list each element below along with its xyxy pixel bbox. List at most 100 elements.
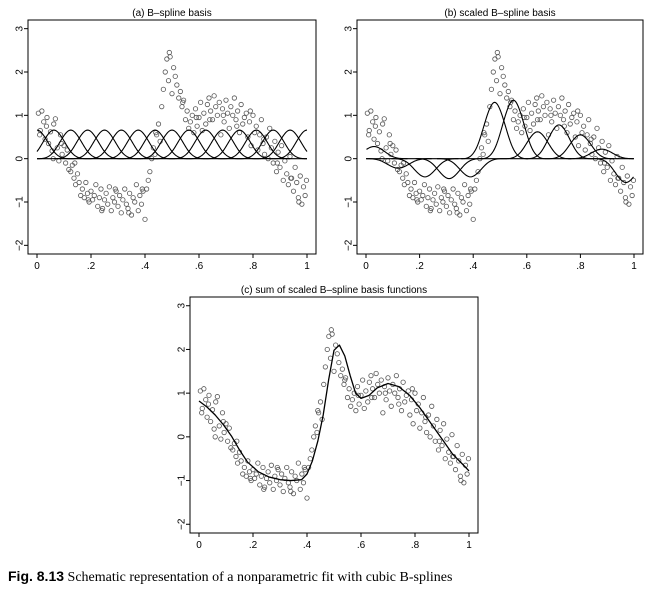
data-point: [555, 104, 562, 110]
data-point: [329, 331, 335, 337]
data-point: [371, 136, 377, 142]
data-point: [199, 410, 205, 416]
data-point: [542, 112, 548, 118]
data-point: [292, 164, 298, 170]
panel-a-bspline-basis: (a) B–spline basis 0 .2 .4 .6 .8 1 −2 −1 0 1 2 3: [15, 8, 317, 272]
data-point: [369, 394, 375, 401]
data-point: [297, 173, 303, 179]
data-point: [430, 423, 436, 429]
data-point: [37, 132, 43, 138]
data-point: [475, 169, 481, 175]
data-point: [218, 132, 224, 138]
data-point: [441, 421, 447, 427]
data-point: [123, 201, 129, 207]
data-point: [612, 182, 619, 188]
data-point: [619, 164, 625, 170]
data-point: [155, 121, 162, 127]
data-point: [312, 423, 318, 429]
data-point: [437, 208, 443, 214]
data-point: [344, 394, 351, 401]
data-point: [297, 486, 303, 492]
data-point: [368, 108, 374, 114]
data-point: [427, 208, 433, 214]
data-point: [236, 130, 243, 136]
data-point: [599, 138, 605, 144]
data-point: [126, 210, 132, 216]
data-point: [380, 410, 386, 416]
data-point: [366, 127, 372, 134]
data-point: [439, 442, 445, 449]
data-point: [594, 125, 600, 131]
data-point: [226, 125, 232, 131]
data-point: [262, 151, 268, 157]
data-point: [174, 82, 180, 88]
y-tick-label: 1: [177, 390, 188, 396]
data-point: [458, 477, 464, 484]
data-point: [567, 121, 573, 127]
data-point: [273, 169, 280, 175]
data-point: [206, 95, 212, 101]
data-point: [196, 114, 202, 121]
scaled-basis-curve: [366, 145, 408, 160]
data-point: [534, 95, 540, 101]
data-point: [68, 169, 74, 175]
data-point: [212, 434, 218, 440]
data-point: [524, 114, 530, 121]
data-point: [193, 114, 199, 121]
data-point: [274, 464, 280, 471]
data-point: [504, 95, 510, 101]
data-point: [279, 471, 285, 477]
data-point: [246, 119, 253, 125]
x-tick-label: 0: [196, 540, 202, 551]
data-point: [572, 134, 578, 140]
data-point: [287, 484, 293, 490]
scaled-basis-curve: [479, 99, 547, 160]
scaled-basis-curve: [366, 158, 432, 169]
data-point: [52, 116, 58, 122]
y-tick-label: −2: [344, 239, 355, 251]
data-point: [534, 117, 541, 123]
data-point: [208, 108, 214, 114]
data-point: [233, 117, 239, 123]
data-point: [519, 130, 525, 136]
data-point: [216, 99, 222, 105]
x-tick-label: .8: [249, 261, 258, 272]
data-point: [560, 117, 567, 123]
figure-caption: Fig. 8.13 Schematic representation of a …: [8, 568, 452, 586]
data-point: [465, 192, 471, 199]
data-point: [497, 91, 503, 97]
data-point: [410, 195, 416, 201]
data-point: [238, 458, 244, 464]
data-point: [300, 184, 307, 190]
data-point: [220, 112, 226, 118]
data-point: [201, 110, 207, 116]
data-point: [274, 160, 280, 166]
data-point: [429, 403, 435, 409]
data-point: [584, 132, 590, 138]
data-point: [588, 136, 594, 142]
data-point: [464, 471, 470, 477]
data-point: [290, 188, 297, 194]
data-point: [548, 112, 554, 118]
data-point: [287, 153, 293, 160]
data-point: [302, 192, 308, 199]
data-point: [317, 399, 324, 405]
data-point: [304, 495, 310, 501]
data-point: [277, 164, 283, 170]
data-point: [414, 408, 420, 414]
x-tick-label: .6: [523, 261, 532, 272]
data-point: [74, 171, 81, 177]
data-point: [387, 388, 393, 394]
data-point: [218, 436, 224, 442]
data-point: [427, 434, 433, 440]
data-point: [447, 210, 453, 216]
data-point: [410, 421, 416, 427]
data-point: [79, 186, 85, 192]
data-point: [459, 451, 465, 457]
data-point: [373, 114, 379, 121]
x-tick-label: .4: [303, 540, 312, 551]
data-point: [550, 97, 557, 103]
data-point: [463, 208, 470, 214]
x-tick-label: .2: [249, 540, 258, 551]
data-point: [346, 386, 352, 392]
